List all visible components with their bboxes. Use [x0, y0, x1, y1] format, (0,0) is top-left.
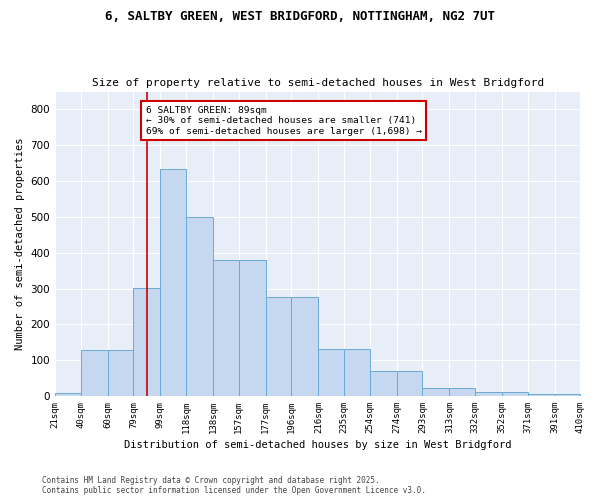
Bar: [475, 392, 502, 396]
Bar: [186, 217, 213, 396]
Text: 6, SALTBY GREEN, WEST BRIDGFORD, NOTTINGHAM, NG2 7UT: 6, SALTBY GREEN, WEST BRIDGFORD, NOTTING…: [105, 10, 495, 23]
Bar: [160, 169, 186, 396]
Bar: [422, 388, 449, 396]
Bar: [502, 392, 528, 396]
Bar: [397, 371, 422, 396]
Y-axis label: Number of semi-detached properties: Number of semi-detached properties: [15, 138, 25, 350]
Bar: [555, 394, 580, 396]
Bar: [213, 260, 239, 396]
Bar: [449, 388, 475, 396]
Bar: [55, 393, 81, 396]
Bar: [266, 298, 292, 396]
X-axis label: Distribution of semi-detached houses by size in West Bridgford: Distribution of semi-detached houses by …: [124, 440, 512, 450]
Bar: [239, 260, 266, 396]
Bar: [370, 371, 397, 396]
Text: Contains HM Land Registry data © Crown copyright and database right 2025.
Contai: Contains HM Land Registry data © Crown c…: [42, 476, 426, 495]
Bar: [344, 350, 370, 396]
Text: 6 SALTBY GREEN: 89sqm
← 30% of semi-detached houses are smaller (741)
69% of sem: 6 SALTBY GREEN: 89sqm ← 30% of semi-deta…: [146, 106, 422, 136]
Bar: [81, 350, 108, 396]
Bar: [319, 350, 344, 396]
Title: Size of property relative to semi-detached houses in West Bridgford: Size of property relative to semi-detach…: [92, 78, 544, 88]
Bar: [528, 394, 555, 396]
Bar: [133, 288, 160, 396]
Bar: [108, 350, 133, 396]
Bar: [292, 298, 319, 396]
